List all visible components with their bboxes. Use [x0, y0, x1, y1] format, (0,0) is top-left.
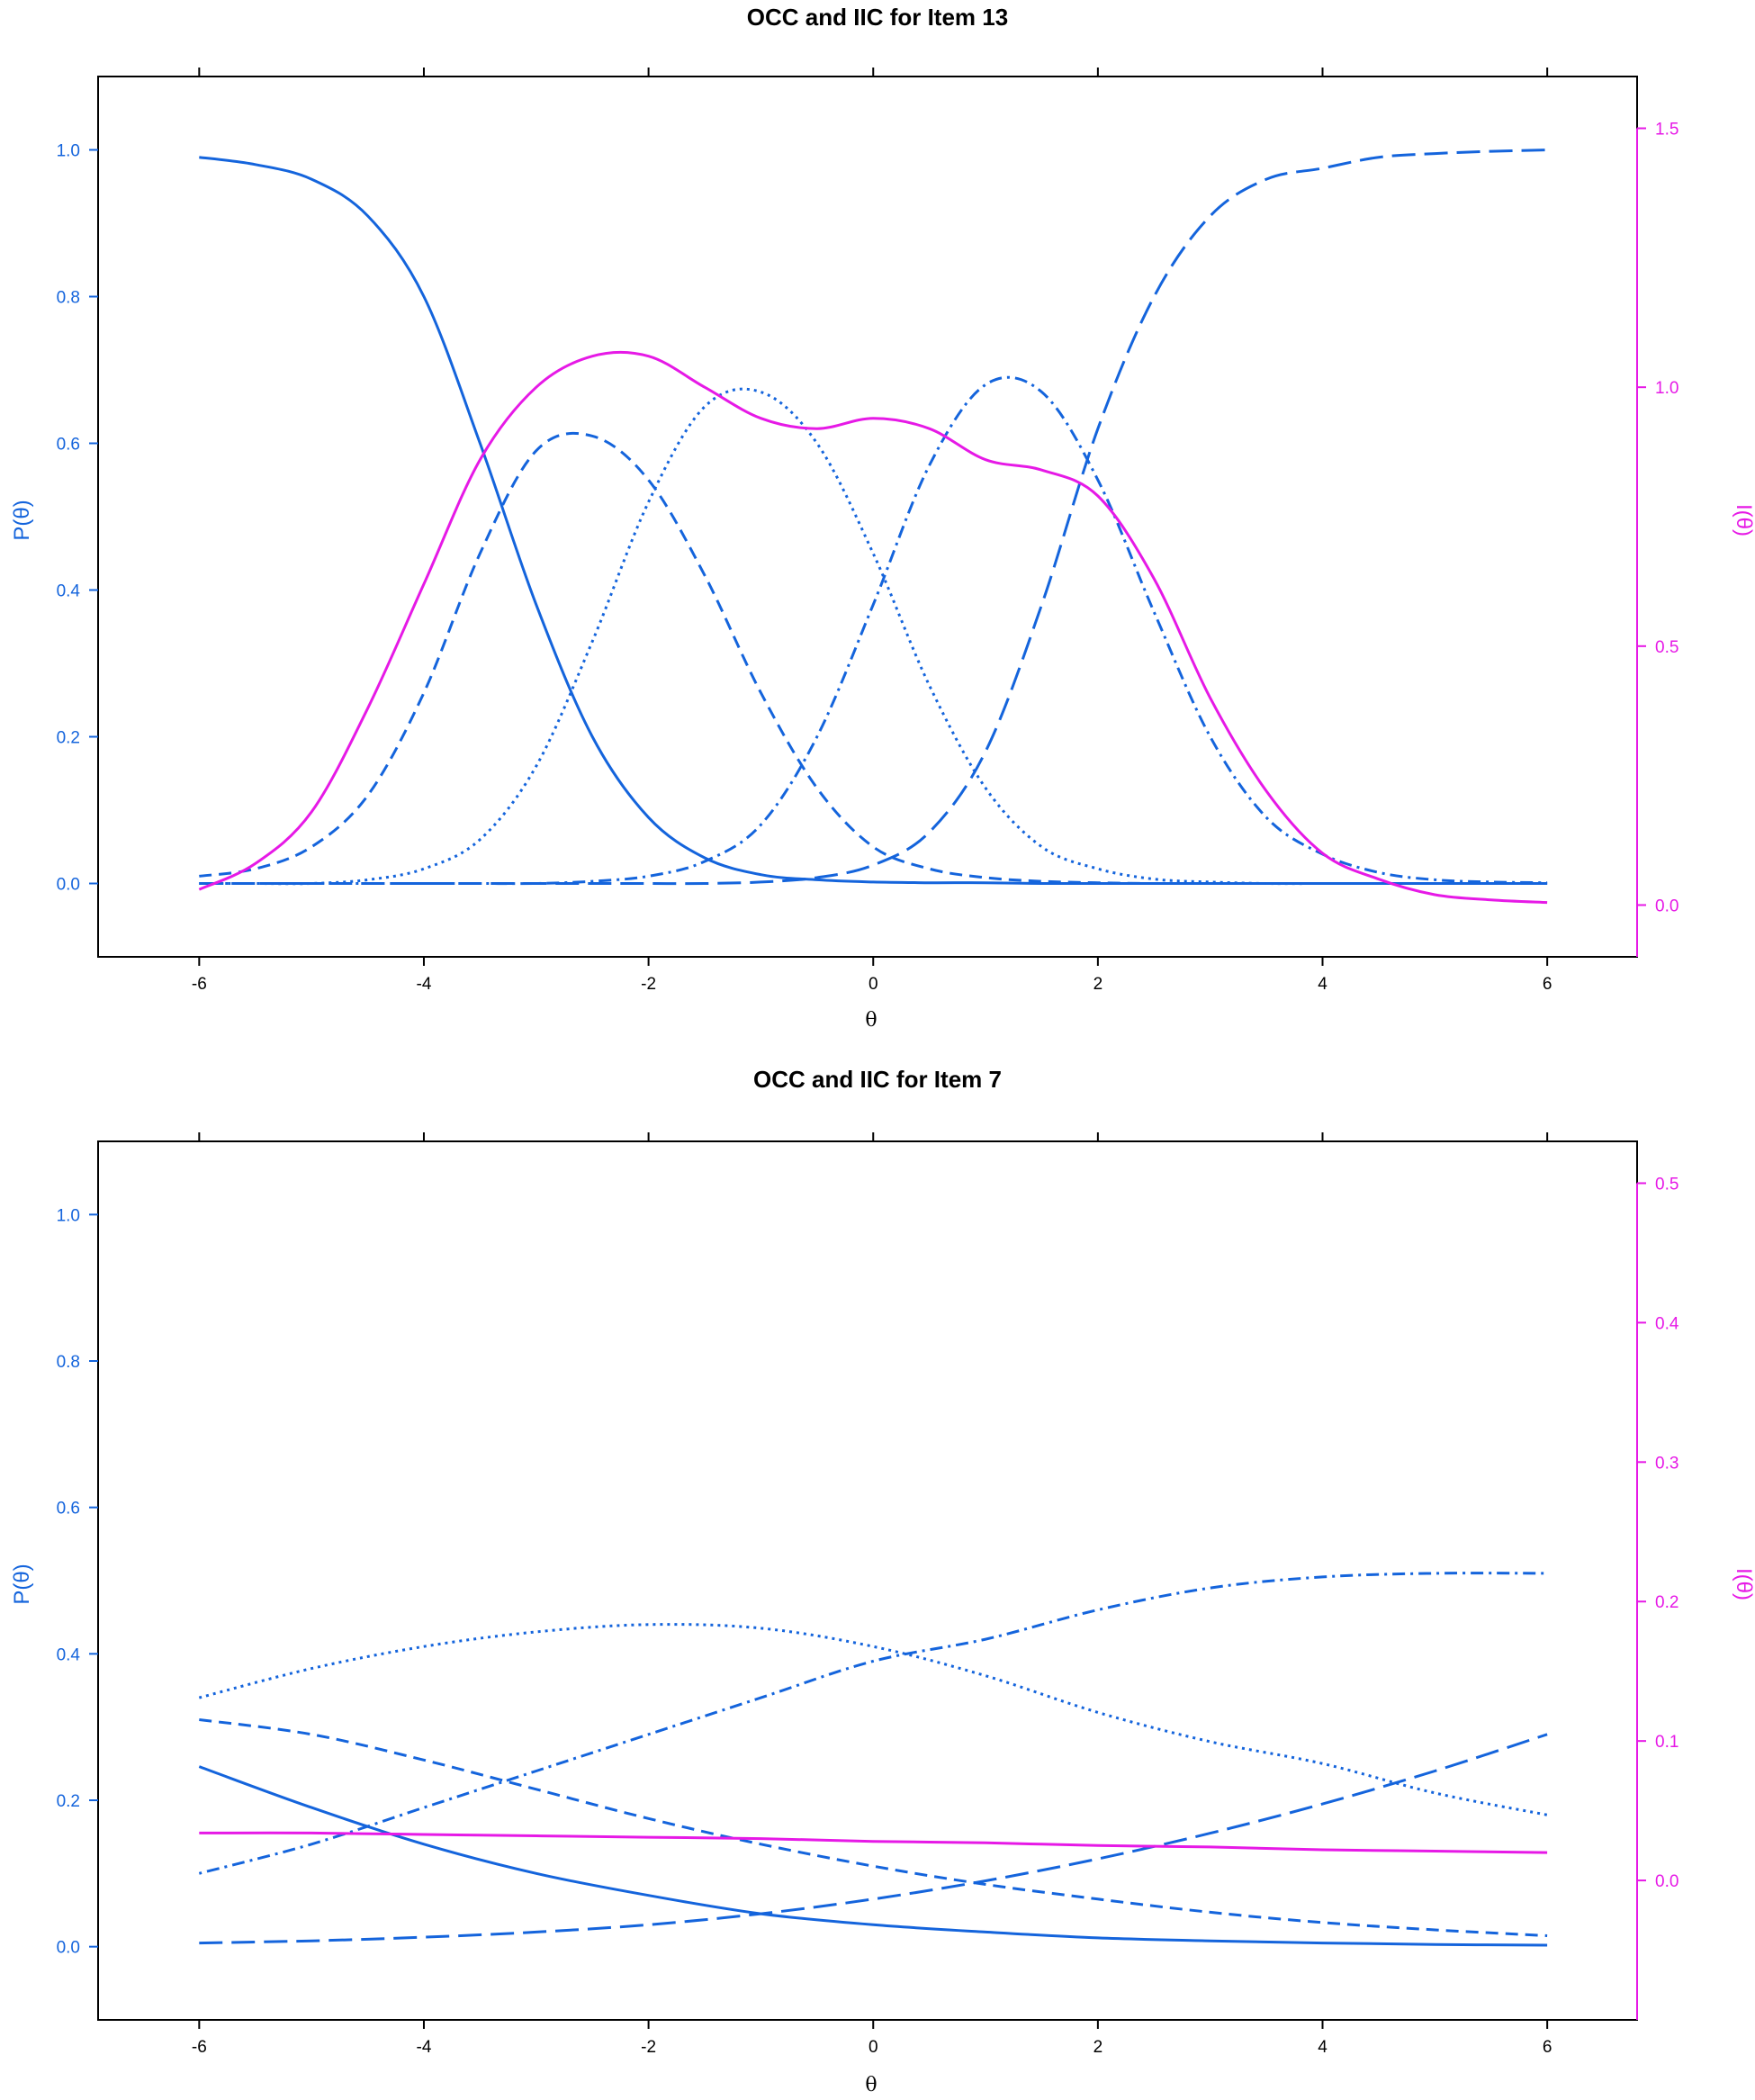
series-line-3 — [198, 1572, 1548, 1875]
series-line-1 — [199, 1718, 1548, 1937]
y-left-tick-label: 0.6 — [57, 1500, 80, 1519]
y-right-tick-label: 1.0 — [1655, 379, 1678, 398]
chart-item-13: OCC and IIC for Item 13 P(θ) I(θ) θ -6 -4… — [10, 4, 1755, 1032]
x-tick-label: 6 — [1543, 975, 1552, 994]
series-group — [198, 149, 1548, 905]
x-tick-label: -4 — [417, 975, 432, 994]
series-line-4 — [199, 149, 1548, 886]
y-right-tick-label: 0.5 — [1655, 1175, 1678, 1194]
x-axis-label: θ — [865, 2074, 877, 2096]
y-left-tick-label: 0.4 — [57, 582, 81, 601]
series-line-0 — [198, 1765, 1548, 1947]
y-right-tick-label: 0.0 — [1655, 1872, 1678, 1891]
x-axis: -6 -4 -2 0 2 4 6 — [192, 68, 1552, 994]
x-tick-label: 2 — [1094, 975, 1103, 994]
series-line-0 — [199, 156, 1548, 886]
series-line-1 — [199, 431, 1548, 886]
series-line-2 — [199, 387, 1548, 886]
y-right-tick-label: 0.3 — [1655, 1454, 1678, 1473]
x-tick-label: 0 — [868, 975, 878, 994]
plot-frame — [97, 1140, 1638, 2021]
y-right-axis-label: I(θ) — [1732, 1568, 1755, 1600]
plot-frame — [97, 76, 1638, 958]
y-right-tick-label: 0.5 — [1655, 638, 1678, 657]
y-left-tick-label: 0.4 — [57, 1645, 81, 1664]
x-axis-label: θ — [865, 1009, 877, 1032]
y-left-tick-label: 0.0 — [57, 876, 80, 895]
series-line-5 — [198, 350, 1548, 905]
series-line-2 — [198, 1623, 1548, 1816]
y-right-tick-label: 1.5 — [1655, 121, 1678, 140]
y-left-tick-label: 1.0 — [57, 142, 80, 161]
chart-item-7: OCC and IIC for Item 7 P(θ) I(θ) θ -6 -4-… — [10, 1066, 1755, 2096]
y-left-tick-label: 0.6 — [57, 436, 80, 455]
x-tick-label: -4 — [417, 2038, 432, 2057]
y-right-tick-label: 0.2 — [1655, 1593, 1678, 1612]
y-left-axis-label: P(θ) — [10, 500, 34, 540]
y-right-tick-label: 0.1 — [1655, 1733, 1678, 1752]
y-left-axis: 0.0 0.2 0.4 0.6 0.8 1.0 — [57, 142, 98, 895]
y-left-axis: 0.0 0.2 0.4 0.6 0.8 1.0 — [57, 1206, 98, 1958]
y-right-tick-label: 0.4 — [1655, 1314, 1679, 1333]
x-tick-label: -2 — [641, 975, 656, 994]
y-right-axis: 0.0 0.5 1.0 1.5 — [1636, 121, 1678, 957]
y-right-axis: 0.0 0.1 0.2 0.3 0.4 0.5 — [1636, 1175, 1679, 2020]
series-group — [198, 1572, 1548, 1947]
x-tick-label: -2 — [641, 2038, 656, 2057]
y-left-tick-label: 1.0 — [57, 1206, 80, 1225]
y-left-tick-label: 0.2 — [57, 729, 80, 748]
series-line-3 — [199, 375, 1548, 886]
series-line-4 — [199, 1733, 1548, 1945]
chart-title: OCC and IIC for Item 13 — [747, 4, 1008, 31]
y-right-axis-label: I(θ) — [1732, 504, 1755, 536]
series-line-5 — [199, 1831, 1548, 1854]
y-left-tick-label: 0.2 — [57, 1792, 80, 1811]
x-axis: -6 -4 -2 0 2 4 6 — [192, 1132, 1552, 2057]
y-left-tick-label: 0.0 — [57, 1939, 80, 1958]
y-left-tick-label: 0.8 — [57, 289, 80, 308]
y-right-tick-label: 0.0 — [1655, 897, 1678, 915]
x-tick-label: 0 — [868, 2038, 878, 2057]
y-left-axis-label: P(θ) — [10, 1564, 34, 1604]
y-left-tick-label: 0.8 — [57, 1353, 80, 1372]
x-tick-label: -6 — [192, 975, 207, 994]
x-tick-label: 4 — [1318, 2038, 1328, 2057]
chart-title: OCC and IIC for Item 7 — [753, 1066, 1002, 1093]
x-tick-label: -6 — [192, 2038, 207, 2057]
x-tick-label: 6 — [1543, 2038, 1552, 2057]
x-tick-label: 4 — [1318, 975, 1328, 994]
x-tick-label: 2 — [1094, 2038, 1103, 2057]
